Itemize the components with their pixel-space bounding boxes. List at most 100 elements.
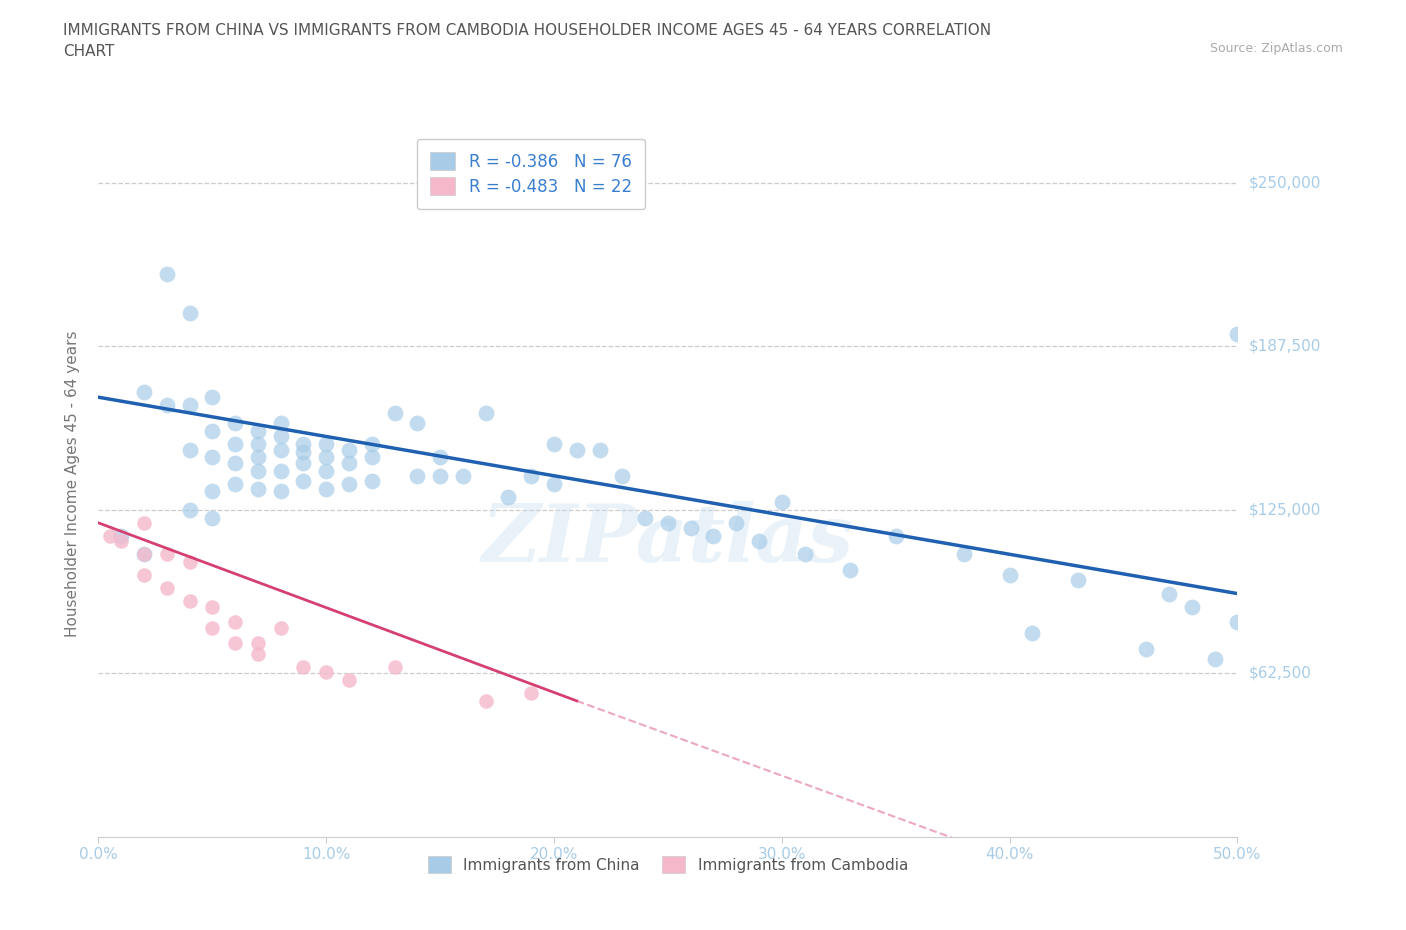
Text: $187,500: $187,500 (1249, 339, 1320, 353)
Point (270, 620, 292, 635)
Point (246, 636, 269, 651)
Point (156, 267, 179, 282)
Point (98, 528, 121, 543)
Text: Source: ZipAtlas.com: Source: ZipAtlas.com (1209, 42, 1343, 55)
Point (110, 534, 132, 549)
Point (179, 306, 201, 321)
Point (360, 473, 382, 488)
Point (246, 437, 269, 452)
Point (657, 515, 679, 530)
Point (634, 511, 657, 525)
Text: $62,500: $62,500 (1249, 666, 1312, 681)
Point (201, 511, 224, 525)
Point (292, 455, 315, 470)
Point (998, 568, 1021, 583)
Legend: Immigrants from China, Immigrants from Cambodia: Immigrants from China, Immigrants from C… (422, 850, 914, 879)
Point (520, 685, 543, 700)
Point (770, 495, 793, 510)
Text: $250,000: $250,000 (1249, 175, 1320, 190)
Point (315, 482, 337, 497)
Point (201, 424, 224, 439)
Point (179, 594, 201, 609)
Point (179, 502, 201, 517)
Point (270, 484, 292, 498)
Point (543, 437, 565, 452)
Point (201, 599, 224, 614)
Point (224, 455, 246, 470)
Point (179, 554, 201, 569)
Text: IMMIGRANTS FROM CHINA VS IMMIGRANTS FROM CAMBODIA HOUSEHOLDER INCOME AGES 45 - 6: IMMIGRANTS FROM CHINA VS IMMIGRANTS FROM… (63, 23, 991, 60)
Point (224, 615, 246, 630)
Point (360, 437, 382, 452)
Point (201, 390, 224, 405)
Point (132, 515, 155, 530)
Point (156, 581, 179, 596)
Point (179, 442, 201, 457)
Point (292, 445, 315, 459)
Point (246, 482, 269, 497)
Point (292, 659, 315, 674)
Point (588, 442, 610, 457)
Point (132, 547, 155, 562)
Point (337, 442, 360, 457)
Point (224, 437, 246, 452)
Point (839, 563, 862, 578)
Point (1226, 615, 1249, 630)
Point (224, 416, 246, 431)
Point (474, 694, 496, 709)
Point (406, 416, 429, 431)
Point (246, 463, 269, 478)
Point (679, 521, 702, 536)
Point (315, 437, 337, 452)
Point (110, 528, 132, 543)
Y-axis label: Householder Income Ages 45 - 64 years: Householder Income Ages 45 - 64 years (65, 330, 80, 637)
Point (474, 405, 496, 420)
Point (1021, 625, 1043, 640)
Point (702, 528, 724, 543)
Point (384, 405, 406, 420)
Point (201, 450, 224, 465)
Point (429, 469, 451, 484)
Point (1204, 652, 1226, 667)
Point (132, 547, 155, 562)
Point (612, 469, 634, 484)
Point (246, 450, 269, 465)
Point (384, 659, 406, 674)
Point (224, 476, 246, 491)
Point (337, 672, 360, 687)
Point (315, 665, 337, 680)
Text: $125,000: $125,000 (1249, 502, 1320, 517)
Point (953, 547, 976, 562)
Point (360, 450, 382, 465)
Point (201, 484, 224, 498)
Point (1135, 641, 1157, 656)
Point (793, 547, 815, 562)
Point (337, 455, 360, 470)
Point (1181, 599, 1204, 614)
Point (1157, 586, 1180, 601)
Point (270, 429, 292, 444)
Point (884, 528, 907, 543)
Point (315, 463, 337, 478)
Text: ZIPatlas: ZIPatlas (482, 501, 853, 578)
Point (292, 473, 315, 488)
Point (132, 568, 155, 583)
Point (270, 463, 292, 478)
Point (429, 450, 451, 465)
Point (543, 476, 565, 491)
Point (565, 442, 588, 457)
Point (224, 636, 246, 651)
Point (246, 424, 269, 439)
Point (156, 547, 179, 562)
Point (498, 489, 520, 504)
Point (246, 646, 269, 661)
Point (1067, 573, 1090, 588)
Point (201, 620, 224, 635)
Point (179, 398, 201, 413)
Point (1226, 327, 1249, 342)
Point (270, 442, 292, 457)
Point (406, 469, 429, 484)
Point (725, 515, 748, 530)
Point (451, 469, 474, 484)
Point (315, 450, 337, 465)
